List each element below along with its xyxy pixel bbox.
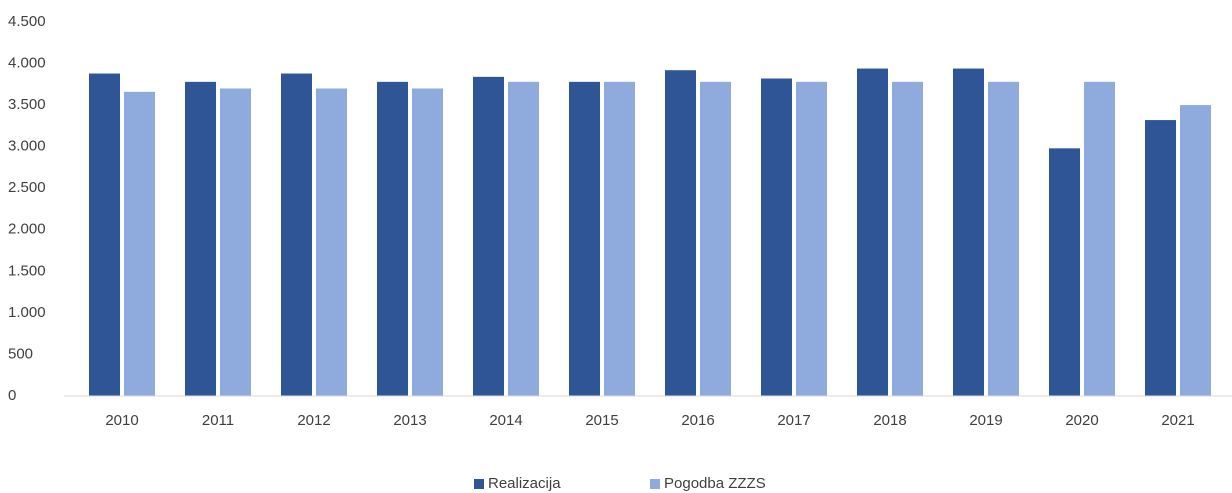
bar: [89, 73, 120, 396]
bar: [892, 81, 923, 396]
y-tick-label: 1.500: [8, 262, 46, 279]
y-tick-label: 0: [8, 387, 16, 404]
bar: [1145, 120, 1176, 397]
y-tick-label: 4.000: [8, 55, 46, 72]
x-tick-label: 2016: [681, 412, 714, 429]
x-tick-label: 2014: [489, 412, 522, 429]
bar: [1084, 81, 1115, 396]
bar: [761, 78, 792, 396]
bar: [220, 88, 251, 396]
bar: [124, 91, 155, 397]
x-tick-label: 2017: [777, 412, 810, 429]
x-tick-label: 2011: [202, 412, 234, 429]
x-tick-label: 2020: [1065, 412, 1098, 429]
bar: [473, 76, 504, 396]
x-tick-label: 2019: [969, 412, 1002, 429]
legend-label: Pogodba ZZZS: [664, 475, 766, 492]
legend-swatch: [650, 479, 660, 489]
bar: [412, 88, 443, 396]
bar: [988, 81, 1019, 396]
bar: [185, 81, 216, 396]
y-tick-label: 500: [8, 345, 33, 362]
x-tick-label: 2021: [1161, 412, 1194, 429]
bar: [665, 70, 696, 397]
bar: [281, 73, 312, 396]
bar: [1049, 148, 1080, 396]
bar: [857, 68, 888, 396]
x-tick-label: 2015: [585, 412, 618, 429]
bar: [700, 81, 731, 396]
bar: [508, 81, 539, 396]
bar: [377, 81, 408, 396]
bar: [569, 81, 600, 396]
bar: [953, 68, 984, 396]
bar: [796, 81, 827, 396]
bar: [604, 81, 635, 396]
y-tick-label: 3.000: [8, 138, 46, 155]
legend-swatch: [474, 479, 484, 489]
x-tick-label: 2018: [873, 412, 906, 429]
y-tick-label: 1.000: [8, 304, 46, 321]
y-tick-label: 3.500: [8, 96, 46, 113]
x-tick-label: 2010: [105, 412, 138, 429]
y-tick-label: 2.500: [8, 179, 46, 196]
y-tick-label: 2.000: [8, 221, 46, 238]
y-tick-label: 4.500: [8, 13, 46, 30]
bar: [316, 88, 347, 396]
x-tick-label: 2013: [393, 412, 426, 429]
legend-label: Realizacija: [488, 475, 561, 492]
bar: [1180, 105, 1211, 396]
x-tick-label: 2012: [297, 412, 330, 429]
